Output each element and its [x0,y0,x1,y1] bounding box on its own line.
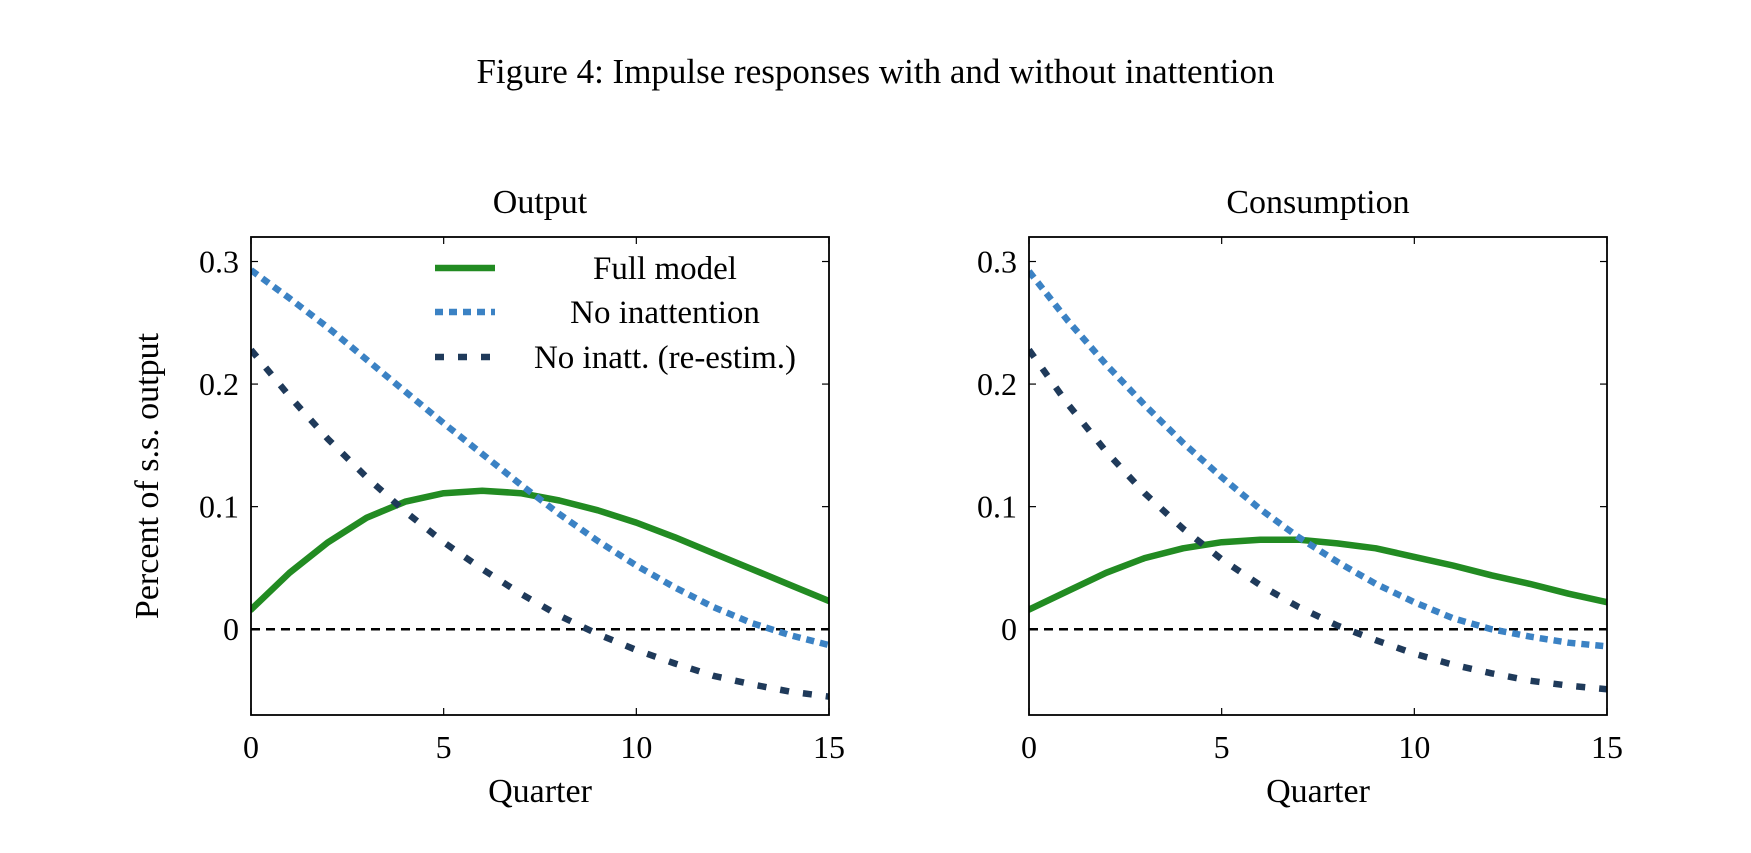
legend-label: Full model [593,251,737,287]
x-tick-label: 5 [1214,729,1230,765]
y-tick-label: 0.1 [977,489,1017,525]
legend-label: No inatt. (re-estim.) [534,340,796,376]
series-line-no-inattention [251,267,829,649]
x-tick-label: 0 [1021,729,1037,765]
chart-panel-consumption: Consumption 0 5 10 15 0 0.1 0.2 0.3 Quarter [977,184,1623,810]
series-line-no-inatt-reestim [251,347,829,700]
series-group [251,267,829,700]
x-tick-label: 15 [1591,729,1623,765]
chart-panel-output: Output 0 5 10 15 0 0.1 0.2 0.3 Quarter Percent of … [129,184,845,810]
x-tick-label: 5 [436,729,452,765]
legend: Full model No inattention No inatt. (re-es… [435,251,796,376]
y-tick-label: 0 [1001,611,1017,647]
x-tick-label: 15 [813,729,845,765]
legend-label: No inattention [570,295,760,331]
series-line-full-model [251,487,829,613]
x-tick-label: 10 [1398,729,1430,765]
x-axis-label: Quarter [1266,773,1371,810]
y-tick-label: 0.3 [977,244,1017,280]
x-axis-label: Quarter [488,773,593,810]
x-tick-label: 10 [620,729,652,765]
series-line-no-inatt-reestim [1029,347,1607,693]
series-line-full-model [1029,536,1607,613]
x-tick-label: 0 [243,729,259,765]
y-tick-label: 0.2 [199,366,239,402]
plot-frame [1028,236,1608,716]
y-tick-label: 0.2 [977,366,1017,402]
y-tick-label: 0.1 [199,489,239,525]
y-axis-label: Percent of s.s. output [129,332,166,619]
plot-frame [250,236,830,716]
y-tick-label: 0 [223,611,239,647]
panel-title: Output [493,184,588,221]
panel-title: Consumption [1226,184,1409,221]
y-tick-label: 0.3 [199,244,239,280]
figure-title: Figure 4: Impulse responses with and wit… [476,52,1275,91]
series-group [1029,269,1607,693]
